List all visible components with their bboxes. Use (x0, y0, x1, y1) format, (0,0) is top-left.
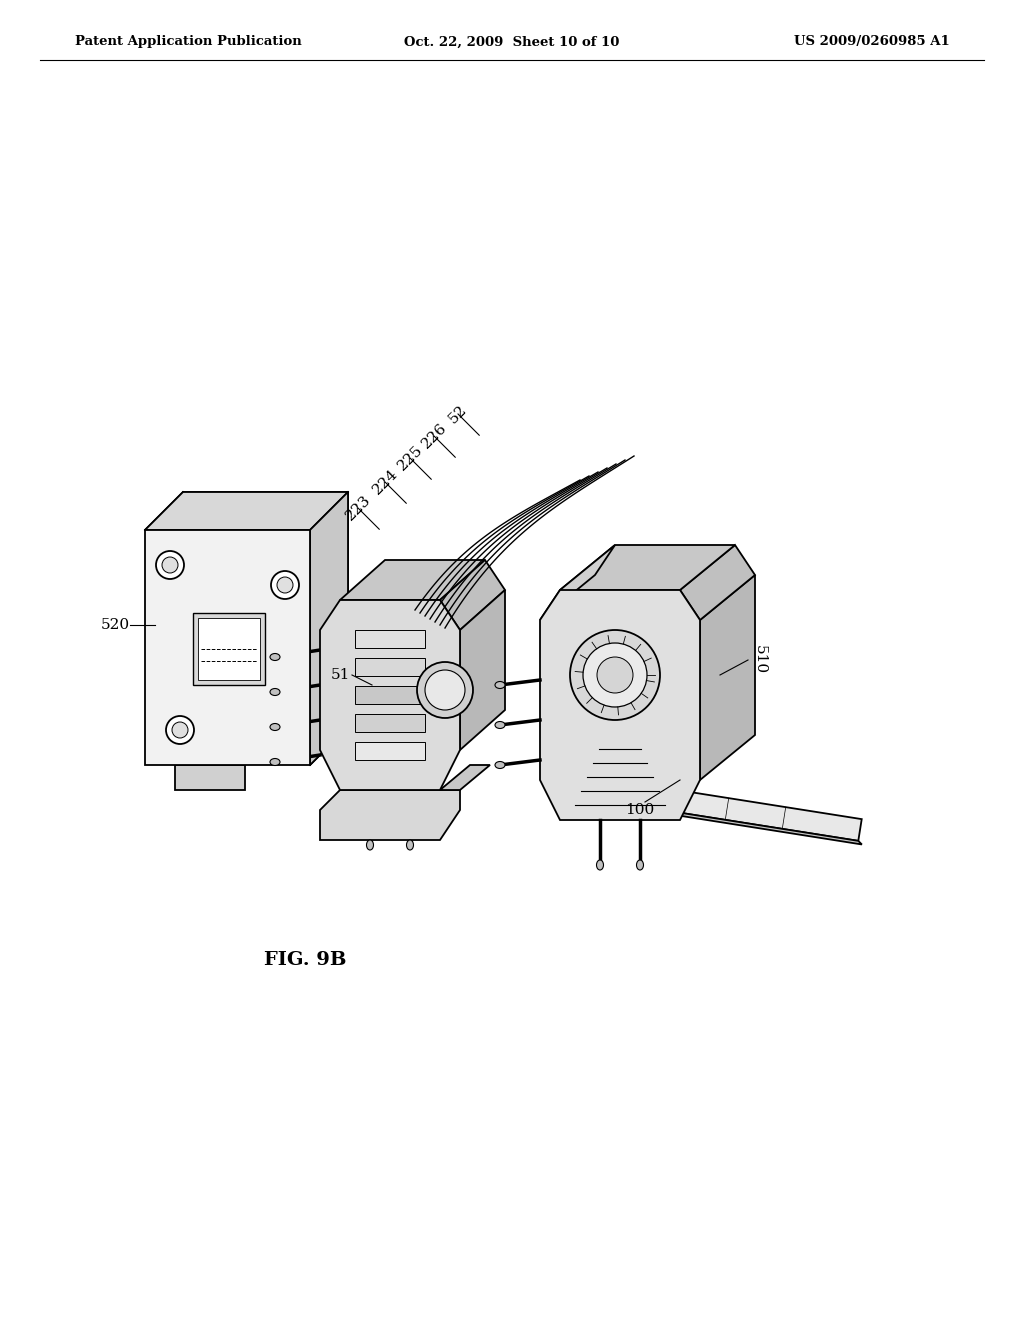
Circle shape (425, 671, 465, 710)
Polygon shape (145, 531, 310, 766)
Circle shape (417, 663, 473, 718)
Ellipse shape (637, 861, 643, 870)
Text: US 2009/0260985 A1: US 2009/0260985 A1 (795, 36, 950, 49)
Polygon shape (175, 766, 245, 789)
Circle shape (162, 557, 178, 573)
Polygon shape (700, 576, 755, 780)
Polygon shape (319, 789, 460, 840)
Polygon shape (193, 612, 265, 685)
Polygon shape (669, 810, 862, 845)
Circle shape (172, 722, 188, 738)
Polygon shape (198, 618, 260, 680)
Ellipse shape (495, 681, 505, 689)
Polygon shape (319, 601, 460, 789)
Ellipse shape (270, 759, 280, 766)
Text: Oct. 22, 2009  Sheet 10 of 10: Oct. 22, 2009 Sheet 10 of 10 (404, 36, 620, 49)
Text: 510: 510 (753, 645, 767, 675)
Circle shape (278, 577, 293, 593)
Text: FIG. 9B: FIG. 9B (264, 950, 346, 969)
Ellipse shape (270, 723, 280, 730)
Polygon shape (669, 789, 862, 841)
Ellipse shape (495, 762, 505, 768)
Polygon shape (183, 492, 348, 727)
Ellipse shape (495, 722, 505, 729)
Ellipse shape (270, 653, 280, 660)
Circle shape (271, 572, 299, 599)
Polygon shape (355, 657, 425, 676)
Polygon shape (310, 492, 348, 766)
Polygon shape (355, 630, 425, 648)
Polygon shape (440, 560, 505, 630)
Polygon shape (560, 545, 735, 590)
Polygon shape (460, 590, 505, 750)
Polygon shape (680, 545, 755, 620)
Polygon shape (355, 686, 425, 704)
Text: Patent Application Publication: Patent Application Publication (75, 36, 302, 49)
Text: 520: 520 (100, 618, 130, 632)
Circle shape (156, 550, 184, 579)
Text: 223: 223 (343, 492, 373, 523)
Ellipse shape (597, 861, 603, 870)
Circle shape (570, 630, 660, 719)
Text: 100: 100 (626, 803, 654, 817)
Polygon shape (440, 766, 490, 789)
Ellipse shape (367, 840, 374, 850)
Circle shape (583, 643, 647, 708)
Ellipse shape (270, 689, 280, 696)
Circle shape (166, 715, 194, 744)
Text: 52: 52 (446, 403, 470, 426)
Text: 226: 226 (419, 421, 450, 451)
Circle shape (597, 657, 633, 693)
Text: 225: 225 (395, 442, 425, 474)
Polygon shape (540, 545, 615, 620)
Polygon shape (145, 492, 348, 531)
Polygon shape (355, 742, 425, 760)
Ellipse shape (407, 840, 414, 850)
Text: 224: 224 (370, 467, 400, 498)
Polygon shape (540, 590, 700, 820)
Polygon shape (340, 560, 485, 601)
Polygon shape (355, 714, 425, 733)
Text: 51: 51 (331, 668, 349, 682)
